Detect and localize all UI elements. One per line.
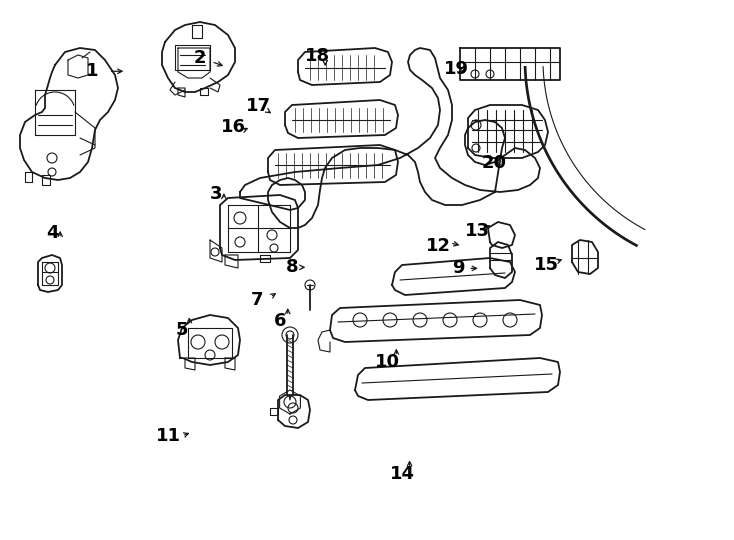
Text: 18: 18 bbox=[305, 46, 330, 65]
Text: 11: 11 bbox=[156, 427, 181, 445]
Text: 4: 4 bbox=[46, 224, 59, 242]
Text: 2: 2 bbox=[193, 49, 206, 67]
Text: 6: 6 bbox=[274, 312, 287, 330]
Text: 10: 10 bbox=[375, 353, 400, 371]
Text: 16: 16 bbox=[221, 118, 246, 136]
Text: 5: 5 bbox=[175, 321, 189, 340]
Text: 9: 9 bbox=[452, 259, 465, 278]
Text: 19: 19 bbox=[444, 59, 469, 78]
Text: 20: 20 bbox=[482, 154, 506, 172]
Text: 12: 12 bbox=[426, 237, 451, 255]
Text: 17: 17 bbox=[246, 97, 271, 116]
Text: 15: 15 bbox=[534, 255, 559, 274]
Text: 8: 8 bbox=[286, 258, 299, 276]
Text: 1: 1 bbox=[85, 62, 98, 80]
Text: 13: 13 bbox=[465, 221, 490, 240]
Text: 3: 3 bbox=[210, 185, 223, 204]
Text: 7: 7 bbox=[250, 291, 264, 309]
Text: 14: 14 bbox=[390, 464, 415, 483]
